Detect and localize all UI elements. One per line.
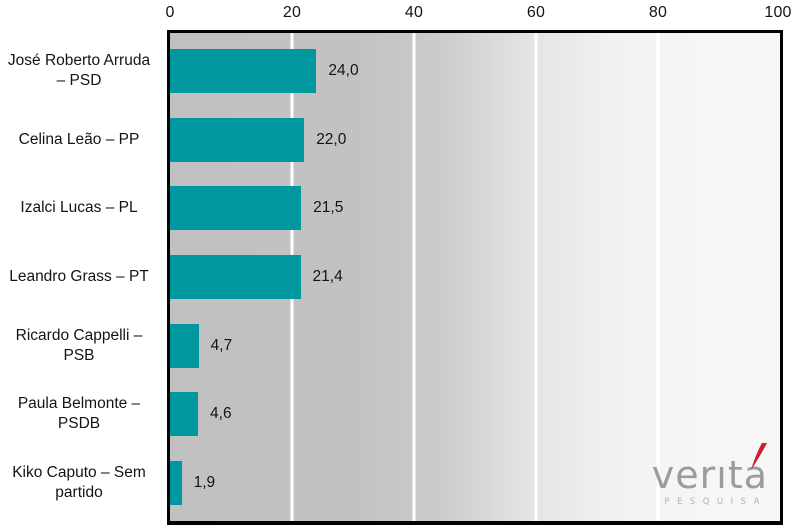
category-label-line: PSB: [63, 346, 95, 364]
bar-value-label: 1,9: [193, 473, 216, 491]
bar: [170, 460, 182, 505]
x-tick: 20: [282, 4, 302, 21]
category-label-line: Kiko Caputo – Sem: [12, 463, 146, 481]
bar-row: 4,6: [170, 392, 780, 437]
bar-row: 21,5: [170, 186, 780, 231]
bar: [170, 186, 302, 231]
bar-value-label: 21,4: [312, 267, 343, 285]
bar-value-label: 21,5: [313, 199, 344, 217]
x-tick: 60: [526, 4, 546, 21]
bar: [170, 323, 199, 368]
category-label: Kiko Caputo – Sem partido: [0, 461, 158, 505]
bar-row: 24,0: [170, 49, 780, 93]
category-label-line: PSDB: [57, 415, 101, 433]
x-tick: 80: [648, 4, 668, 21]
gridline-40: [412, 33, 416, 521]
x-tick: 0: [165, 4, 175, 21]
category-label-line: Izalci Lucas – PL: [20, 199, 138, 217]
bar-row: 21,4: [170, 254, 780, 299]
category-label-line: José Roberto Arruda: [7, 52, 151, 69]
bar: [170, 49, 317, 93]
bar: [170, 254, 301, 299]
bar-value-label: 4,6: [210, 405, 232, 423]
category-label: Leandro Grass – PT: [0, 255, 158, 299]
category-label: Ricardo Cappelli – PSB: [0, 324, 158, 368]
bar-row: 22,0: [170, 117, 780, 162]
category-label: Izalci Lucas – PL: [0, 186, 158, 230]
category-label-line: Leandro Grass – PT: [9, 267, 149, 285]
category-label: Paula Belmonte – PSDB: [0, 392, 158, 436]
verita-wordmark-text: verıta: [651, 453, 768, 497]
verita-logo: verıta PESQUISA: [651, 443, 768, 507]
gridline-60: [534, 33, 538, 521]
bar-row: 1,9: [170, 460, 780, 505]
verita-wordmark: verıta: [651, 443, 768, 497]
bars-container: 24,0 22,0 21,5 21,4 4,7 4,6: [170, 33, 780, 521]
category-label-line: partido: [55, 483, 103, 501]
category-label-line: – PSD: [56, 72, 102, 89]
bar-row: 4,7: [170, 323, 780, 368]
x-tick: 100: [764, 4, 792, 21]
category-label-line: Celina Leão – PP: [18, 130, 140, 148]
category-label-line: Ricardo Cappelli –: [15, 326, 143, 344]
bar-value-label: 22,0: [316, 130, 347, 148]
bar: [170, 392, 199, 437]
bar: [170, 117, 305, 162]
x-tick: 40: [404, 4, 424, 21]
category-label-line: Paula Belmonte –: [17, 395, 141, 413]
category-label: José Roberto Arruda – PSD: [0, 49, 158, 93]
bar-value-label: 4,7: [210, 336, 233, 354]
gridline-80: [656, 33, 660, 521]
category-axis: José Roberto Arruda – PSD Celina Leão – …: [0, 49, 158, 505]
category-label: Celina Leão – PP: [0, 118, 158, 162]
plot-area: 24,0 22,0 21,5 21,4 4,7 4,6: [167, 30, 783, 525]
verita-subtitle: PESQUISA: [664, 497, 767, 507]
bar-value-label: 24,0: [328, 62, 359, 79]
logo-accent-icon: [751, 443, 767, 470]
